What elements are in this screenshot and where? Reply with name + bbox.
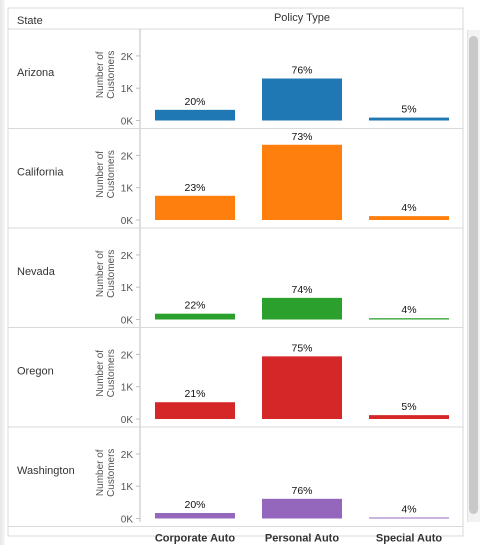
y-axis-title: Number ofCustomers bbox=[95, 349, 117, 397]
bar-data-label: 23% bbox=[184, 182, 205, 194]
y-axis-title: Number ofCustomers bbox=[95, 51, 117, 99]
bar-oregon-personal-auto[interactable] bbox=[262, 356, 342, 419]
bar-data-label: 4% bbox=[401, 304, 416, 316]
bar-data-label: 21% bbox=[184, 388, 205, 400]
bar-data-label: 75% bbox=[291, 342, 312, 354]
x-tick-label-personal-auto[interactable]: Personal Auto bbox=[265, 533, 339, 545]
y-tick-label: 2K bbox=[121, 52, 134, 63]
bar-oregon-special-auto[interactable] bbox=[369, 415, 449, 419]
bar-data-label: 22% bbox=[184, 300, 205, 312]
y-tick-label: 1K bbox=[121, 482, 134, 493]
y-tick-label: 1K bbox=[121, 383, 134, 394]
column-field-header[interactable]: Policy Type bbox=[274, 12, 330, 24]
panel-oregon: Oregon Number ofCustomers 0K 1K 2K 21% 75% 5% bbox=[8, 342, 463, 428]
state-label-nevada[interactable]: Nevada bbox=[17, 266, 56, 278]
y-tick-label: 0K bbox=[121, 316, 134, 327]
bar-oregon-corporate-auto[interactable] bbox=[155, 402, 235, 419]
bar-nevada-corporate-auto[interactable] bbox=[155, 313, 235, 320]
bar-data-label: 76% bbox=[291, 65, 312, 77]
y-axis-title-line-1: Number of bbox=[95, 51, 106, 98]
x-tick-label-special-auto[interactable]: Special Auto bbox=[376, 533, 442, 545]
y-axis-title-line-1: Number of bbox=[95, 250, 106, 297]
row-field-header[interactable]: State bbox=[17, 15, 43, 27]
y-axis-title: Number ofCustomers bbox=[95, 150, 117, 198]
y-axis-title: Number ofCustomers bbox=[95, 250, 117, 298]
bar-washington-personal-auto[interactable] bbox=[262, 498, 342, 519]
y-tick-label: 1K bbox=[121, 84, 134, 95]
y-tick-label: 1K bbox=[121, 184, 134, 195]
y-axis-title: Number ofCustomers bbox=[95, 449, 117, 497]
y-tick-label: 2K bbox=[121, 450, 134, 461]
y-axis-title-line-1: Number of bbox=[95, 350, 106, 397]
y-tick-label: 0K bbox=[121, 216, 134, 227]
window-edge bbox=[0, 0, 5, 545]
y-axis-title-line-1: Number of bbox=[95, 151, 106, 198]
y-axis-title-line-1: Number of bbox=[95, 449, 106, 496]
y-tick-label: 2K bbox=[121, 350, 134, 361]
bar-data-label: 73% bbox=[291, 131, 312, 143]
bar-data-label: 76% bbox=[291, 485, 312, 497]
bar-washington-special-auto[interactable] bbox=[369, 517, 449, 519]
bar-data-label: 4% bbox=[401, 202, 416, 214]
bar-nevada-special-auto[interactable] bbox=[369, 318, 449, 320]
x-tick-label-corporate-auto[interactable]: Corporate Auto bbox=[155, 533, 236, 545]
state-label-oregon[interactable]: Oregon bbox=[17, 365, 54, 377]
bar-arizona-special-auto[interactable] bbox=[369, 117, 449, 121]
bar-california-personal-auto[interactable] bbox=[262, 144, 342, 220]
bar-data-label: 74% bbox=[291, 284, 312, 296]
bar-arizona-personal-auto[interactable] bbox=[262, 78, 342, 121]
state-label-arizona[interactable]: Arizona bbox=[17, 67, 55, 79]
bar-data-label: 4% bbox=[401, 504, 416, 516]
state-label-california[interactable]: California bbox=[17, 166, 64, 178]
y-axis-title-line-2: Customers bbox=[106, 250, 117, 298]
y-axis-title-line-2: Customers bbox=[106, 51, 117, 99]
bar-data-label: 20% bbox=[184, 499, 205, 511]
y-tick-label: 0K bbox=[121, 515, 134, 526]
bar-california-corporate-auto[interactable] bbox=[155, 195, 235, 220]
y-axis-title-line-2: Customers bbox=[106, 150, 117, 198]
bar-nevada-personal-auto[interactable] bbox=[262, 297, 342, 320]
y-axis-title-line-2: Customers bbox=[106, 349, 117, 397]
y-tick-label: 0K bbox=[121, 415, 134, 426]
bar-california-special-auto[interactable] bbox=[369, 216, 449, 220]
panels-group: Arizona Number ofCustomers0K1K2K20%76%5%C… bbox=[8, 51, 463, 527]
x-axis: Corporate Auto Personal Auto Special Auto bbox=[155, 533, 443, 545]
y-axis-title-line-2: Customers bbox=[106, 449, 117, 497]
bar-arizona-corporate-auto[interactable] bbox=[155, 109, 235, 121]
panel-arizona: Arizona Number ofCustomers 0K 1K 2K 20% 76% 5% bbox=[8, 51, 463, 129]
bar-data-label: 5% bbox=[401, 104, 416, 116]
bar-data-label: 5% bbox=[401, 401, 416, 413]
y-tick-label: 0K bbox=[121, 117, 134, 128]
chart-border bbox=[7, 7, 464, 537]
scrollbar-thumb[interactable] bbox=[469, 36, 478, 514]
bar-data-label: 20% bbox=[184, 96, 205, 108]
y-tick-label: 1K bbox=[121, 283, 134, 294]
state-label-washington[interactable]: Washington bbox=[17, 465, 75, 477]
bar-washington-corporate-auto[interactable] bbox=[155, 513, 235, 519]
panel-california: California Number ofCustomers 0K 1K 2K 23% 73%… bbox=[8, 131, 463, 229]
panel-nevada: Nevada Number ofCustomers 0K 1K 2K 22% 74% 4% bbox=[8, 250, 463, 328]
panel-washington: Washington Number ofCustomers 0K 1K 2K 20% 76%… bbox=[8, 449, 463, 527]
y-tick-label: 2K bbox=[121, 151, 134, 162]
y-tick-label: 2K bbox=[121, 251, 134, 262]
